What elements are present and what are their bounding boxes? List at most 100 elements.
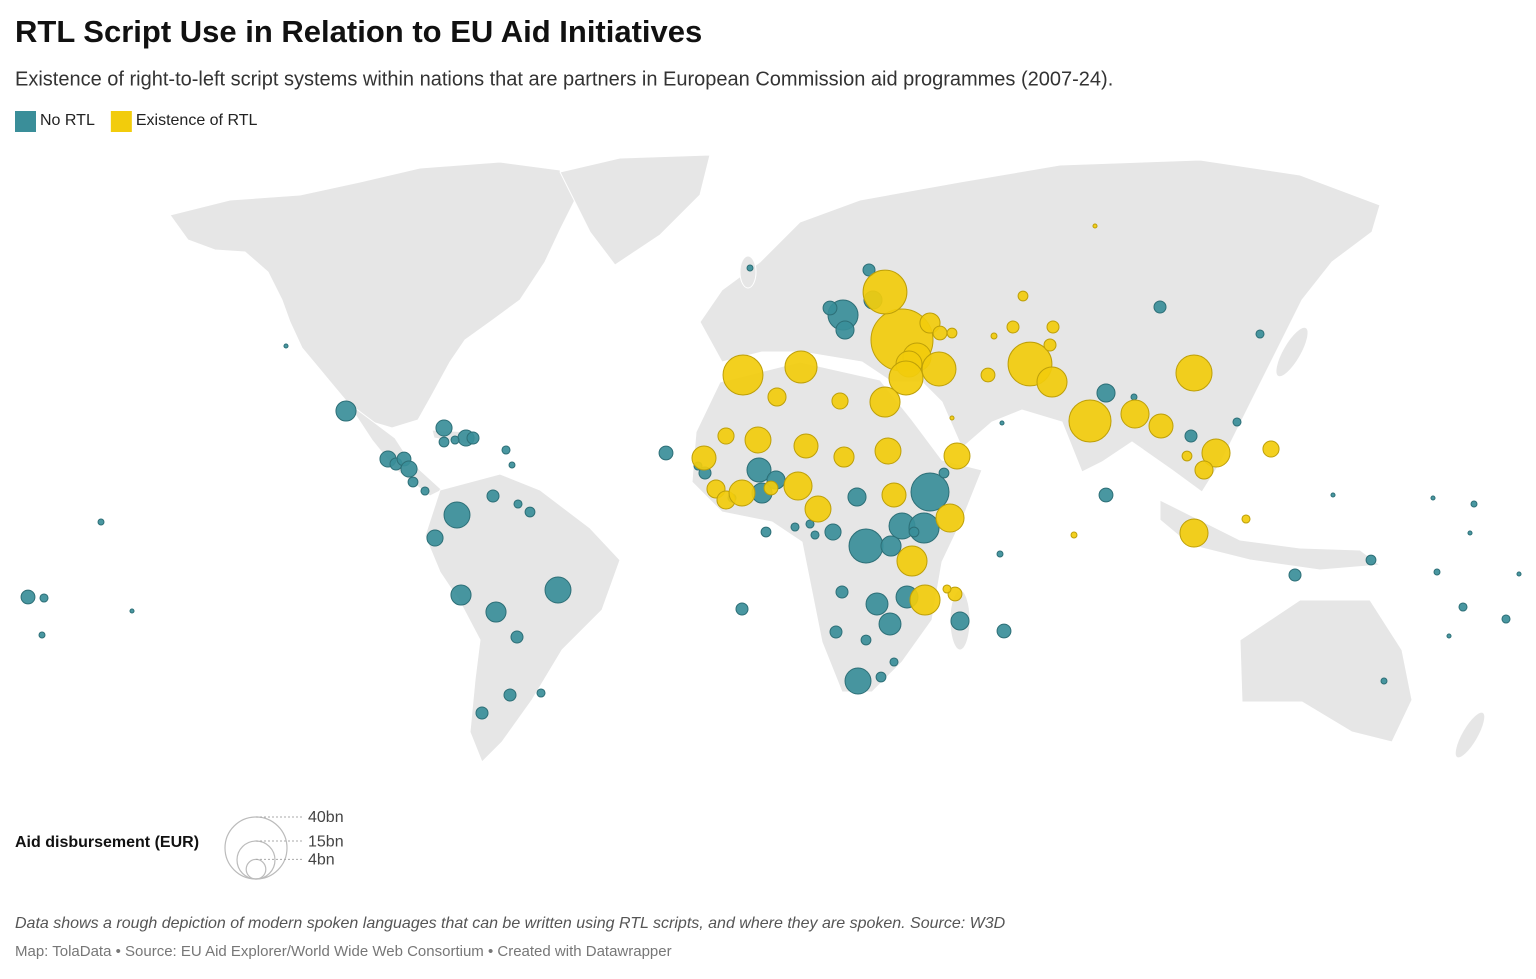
bubble: [835, 320, 855, 340]
bubble: [1130, 393, 1138, 401]
bubble: [1380, 677, 1388, 685]
bubbles: [20, 223, 1522, 720]
size-legend-circle: [236, 840, 276, 880]
bubble: [942, 584, 952, 594]
bubble: [908, 526, 920, 538]
bubble: [932, 325, 948, 341]
bubble: [950, 611, 970, 631]
bubble: [1098, 487, 1114, 503]
bubble: [435, 419, 453, 437]
chart-title: RTL Script Use in Relation to EU Aid Ini…: [15, 14, 702, 49]
bubble: [783, 471, 813, 501]
bubble: [443, 501, 471, 529]
bubble: [847, 487, 867, 507]
bubble: [804, 495, 832, 523]
bubble: [909, 584, 941, 616]
size-legend-label: 4bn: [308, 852, 335, 869]
bubble: [943, 442, 971, 470]
bubble: [1153, 300, 1167, 314]
chart-subtitle: Existence of right-to-left script system…: [15, 68, 1113, 90]
bubble: [822, 300, 838, 316]
bubble: [980, 367, 996, 383]
bubble: [829, 625, 843, 639]
bubble: [501, 445, 511, 455]
bubble: [996, 623, 1012, 639]
bubble: [1194, 460, 1214, 480]
bubble: [1288, 568, 1302, 582]
land-britain: [739, 255, 757, 289]
bubble: [735, 602, 749, 616]
bubble: [438, 436, 450, 448]
bubble: [865, 592, 889, 616]
size-legend: Aid disbursement (EUR) 40bn 15bn 4bn: [15, 809, 344, 880]
legend-swatch: [110, 111, 132, 132]
bubble: [862, 269, 908, 315]
bubble: [793, 433, 819, 459]
bubble: [426, 529, 444, 547]
bubble: [938, 467, 950, 479]
bubble: [450, 584, 472, 606]
bubble: [990, 332, 998, 340]
legend-label: No RTL: [40, 112, 95, 129]
bubble: [420, 486, 430, 496]
legend-label: Existence of RTL: [136, 112, 258, 129]
bubble: [1036, 366, 1068, 398]
size-legend-title: Aid disbursement (EUR): [15, 834, 199, 851]
bubble: [486, 489, 500, 503]
bubble: [831, 392, 849, 410]
bubble: [1006, 320, 1020, 334]
bubble: [1232, 417, 1242, 427]
bubble: [466, 431, 480, 445]
bubble: [896, 545, 928, 577]
land-new-zealand: [1454, 711, 1486, 759]
bubble: [20, 589, 36, 605]
bubble: [889, 657, 899, 667]
bubble: [874, 437, 902, 465]
bubble: [1179, 518, 1209, 548]
bubble: [805, 519, 815, 529]
bubble: [1467, 530, 1473, 536]
bubble: [1430, 495, 1436, 501]
size-legend-circle: [245, 858, 267, 880]
bubble: [1092, 223, 1098, 229]
bubble: [475, 706, 489, 720]
bubble: [1516, 571, 1522, 577]
bubble: [508, 461, 516, 469]
bubble: [513, 499, 523, 509]
bubble: [1068, 399, 1112, 443]
legend-swatch: [15, 111, 36, 132]
bubble: [1043, 338, 1057, 352]
bubble: [1096, 383, 1116, 403]
bubble: [760, 526, 772, 538]
bubble: [1470, 500, 1478, 508]
bubble: [810, 530, 820, 540]
bubble: [1175, 354, 1213, 392]
size-legend-circle: [224, 816, 288, 880]
size-legend-label: 15bn: [308, 833, 344, 850]
bubble: [658, 445, 674, 461]
bubble: [921, 351, 957, 387]
bubble: [1017, 290, 1029, 302]
land-north-america: [169, 161, 576, 429]
bubble: [862, 263, 876, 277]
bubble: [848, 528, 884, 564]
bubble: [1458, 602, 1468, 612]
bubble: [544, 576, 572, 604]
bubble: [400, 460, 418, 478]
bubble: [746, 457, 772, 483]
bubble: [283, 343, 289, 349]
bubble: [947, 586, 963, 602]
land-greenland: [559, 154, 711, 266]
bubble: [1501, 614, 1511, 624]
bubble: [878, 612, 902, 636]
bubble: [691, 445, 717, 471]
bubble: [1262, 440, 1280, 458]
bubble: [536, 688, 546, 698]
bubble: [763, 480, 779, 496]
bubble: [869, 386, 901, 418]
bubble: [784, 350, 818, 384]
bubble: [880, 535, 902, 557]
bubble: [999, 420, 1005, 426]
